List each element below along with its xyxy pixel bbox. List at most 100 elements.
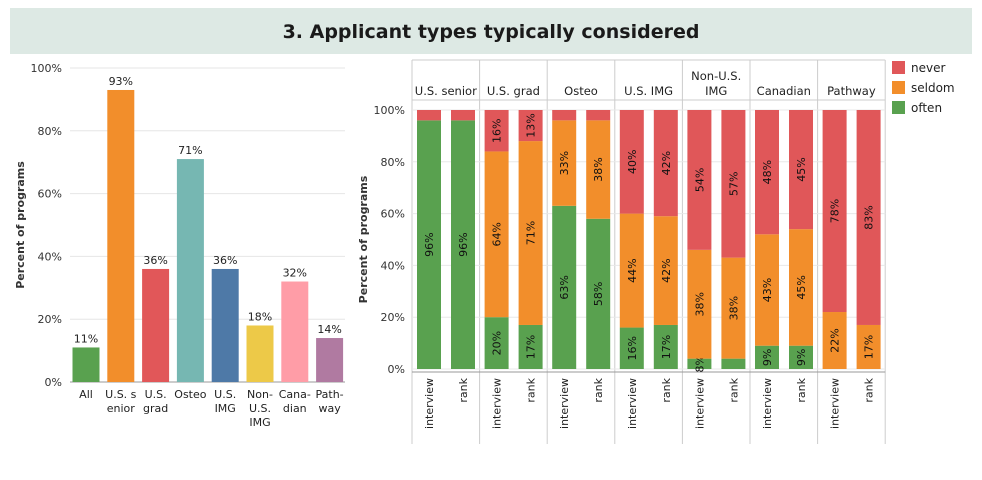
bar-value-label: 71% [178, 144, 202, 157]
category-label: enior [107, 402, 136, 415]
bar-category-label: interview [491, 378, 504, 429]
legend-label: never [911, 61, 945, 75]
group-header: U.S. senior [415, 84, 477, 98]
right-y-axis-label: Percent of programs [357, 175, 370, 303]
left-y-tick: 60% [38, 188, 62, 201]
bar-segment-often [755, 345, 779, 369]
bar-3 [176, 159, 204, 382]
segment-value-label: 17% [660, 335, 673, 359]
segment-value-label: 8% [693, 355, 706, 372]
bar-category-label: rank [457, 377, 470, 402]
bar-value-label: 36% [143, 254, 167, 267]
segment-value-label: 58% [592, 282, 605, 306]
segment-value-label: 16% [491, 118, 504, 142]
bar-segment-never [653, 110, 678, 217]
legend-swatch-never [892, 61, 905, 74]
bar-segment-never [484, 110, 509, 152]
bar-segment-never [417, 110, 441, 121]
bar-segment-often [721, 358, 746, 369]
segment-value-label: 17% [863, 335, 876, 359]
segment-value-label: 57% [727, 172, 740, 196]
right-y-tick: 100% [374, 104, 405, 117]
bar-value-label: 11% [74, 332, 98, 345]
segment-value-label: 54% [693, 168, 706, 192]
bar-segment-often [653, 324, 678, 369]
bar-segment-never [721, 110, 746, 258]
segment-value-label: 42% [660, 151, 673, 175]
bar-segment-often [451, 120, 475, 369]
segment-value-label: 20% [491, 331, 504, 355]
bar-category-label: rank [727, 377, 740, 402]
left-y-tick: 40% [38, 250, 62, 263]
bar-segment-often [484, 317, 509, 369]
category-label: Osteo [174, 388, 206, 401]
bar-segment-seldom [484, 151, 509, 318]
segment-value-label: 78% [829, 199, 842, 223]
bar-segment-seldom [789, 229, 813, 346]
bar-segment-seldom [687, 249, 712, 359]
bar-category-label: rank [863, 377, 876, 402]
category-label: U.S. s [105, 388, 137, 401]
segment-value-label: 38% [592, 157, 605, 181]
title-bar: 3. Applicant types typically considered [10, 8, 972, 54]
bar-value-label: 36% [213, 254, 237, 267]
bar-segment-never [789, 110, 813, 230]
bar-category-label: interview [558, 378, 571, 429]
bar-segment-never [619, 110, 644, 214]
segment-value-label: 48% [761, 160, 774, 184]
right-y-tick: 60% [381, 208, 405, 221]
category-label: grad [143, 402, 168, 415]
bar-7 [316, 338, 344, 382]
left-y-tick: 20% [38, 313, 62, 326]
bar-category-label: interview [423, 378, 436, 429]
group-header: U.S. IMG [624, 84, 673, 98]
bar-segment-seldom [755, 234, 779, 346]
bar-segment-never [518, 110, 543, 142]
bar-category-label: rank [525, 377, 538, 402]
left-y-axis-label: Percent of programs [14, 161, 27, 289]
bar-1 [107, 89, 135, 382]
segment-value-label: 44% [626, 258, 639, 282]
category-label: U.S. [249, 402, 271, 415]
bar-category-label: interview [761, 378, 774, 429]
bar-segment-seldom [653, 216, 678, 325]
category-label: Non- [247, 388, 273, 401]
bar-segment-seldom [721, 257, 746, 359]
bar-segment-often [586, 218, 611, 369]
category-label: U.S. [214, 388, 236, 401]
bar-category-label: rank [795, 377, 808, 402]
bar-segment-often [789, 345, 813, 369]
segment-value-label: 22% [829, 328, 842, 352]
category-label: Cana- [279, 388, 311, 401]
segment-value-label: 45% [795, 157, 808, 181]
group-header: Pathway [827, 84, 876, 98]
category-label: All [79, 388, 93, 401]
page-title: 3. Applicant types typically considered [282, 21, 700, 43]
right-y-tick: 20% [381, 311, 405, 324]
bar-segment-never [586, 110, 611, 121]
left-y-tick: 100% [31, 62, 62, 75]
bar-value-label: 93% [109, 75, 133, 88]
segment-value-label: 63% [558, 275, 571, 299]
bar-segment-never [856, 110, 881, 325]
bar-segment-seldom [856, 324, 881, 369]
bar-category-label: interview [693, 378, 706, 429]
segment-value-label: 71% [525, 221, 538, 245]
left-y-tick: 80% [38, 125, 62, 138]
category-label: way [318, 402, 341, 415]
category-label: Path- [316, 388, 344, 401]
bar-segment-often [687, 358, 712, 369]
bar-value-label: 18% [248, 310, 272, 323]
bar-segment-never [822, 110, 847, 313]
segment-value-label: 17% [525, 335, 538, 359]
group-header: Non-U.S. [691, 69, 741, 83]
bar-category-label: rank [660, 377, 673, 402]
bar-category-label: rank [592, 377, 605, 402]
left-y-tick: 0% [45, 376, 62, 389]
bar-2 [142, 268, 170, 382]
category-label: IMG [215, 402, 236, 415]
bar-segment-often [552, 205, 577, 369]
bar-category-label: interview [829, 378, 842, 429]
bar-0 [72, 347, 100, 382]
